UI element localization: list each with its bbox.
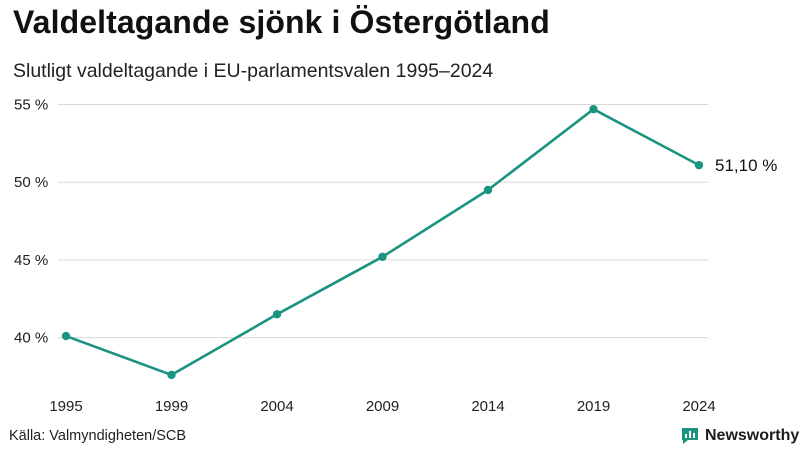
x-axis-ticks: 1995 1999 2004 2009 2014 2019 2024	[49, 398, 715, 415]
newsworthy-logo-icon	[682, 428, 698, 444]
brand-name: Newsworthy	[705, 427, 800, 444]
data-point-1995	[61, 331, 71, 341]
gridlines	[58, 104, 708, 339]
chart-subtitle: Slutligt valdeltagande i EU-parlamentsva…	[13, 60, 494, 82]
y-tick-label-55: 55 %	[14, 97, 48, 114]
data-labels: 51,10 %	[715, 156, 777, 175]
brand-logo[interactable]: Newsworthy	[680, 425, 799, 447]
data-point-1999	[167, 370, 176, 380]
data-point-2009	[378, 252, 387, 262]
x-tick-label-2024: 2024	[682, 398, 715, 415]
y-tick-label-45: 45 %	[14, 252, 48, 269]
end-value-label: 51,10 %	[715, 156, 777, 175]
data-point-2024	[694, 160, 704, 170]
series-layer	[61, 105, 704, 380]
x-tick-label-1995: 1995	[49, 398, 82, 415]
data-point-2014	[483, 185, 493, 195]
x-tick-label-1999: 1999	[155, 398, 188, 415]
y-axis-ticks: 40 % 45 % 50 % 55 %	[14, 97, 48, 347]
source-note: Källa: Valmyndigheten/SCB	[9, 428, 187, 444]
data-point-2004	[272, 310, 282, 319]
y-tick-label-50: 50 %	[14, 174, 48, 191]
x-tick-label-2019: 2019	[577, 398, 610, 415]
x-tick-label-2014: 2014	[471, 398, 504, 415]
series-line-0	[64, 107, 701, 377]
x-tick-label-2004: 2004	[260, 398, 293, 415]
chart-title: Valdeltagande sjönk i Östergötland	[13, 4, 550, 40]
data-point-2019	[589, 105, 598, 114]
x-tick-label-2009: 2009	[366, 398, 399, 415]
y-tick-label-40: 40 %	[14, 330, 48, 347]
